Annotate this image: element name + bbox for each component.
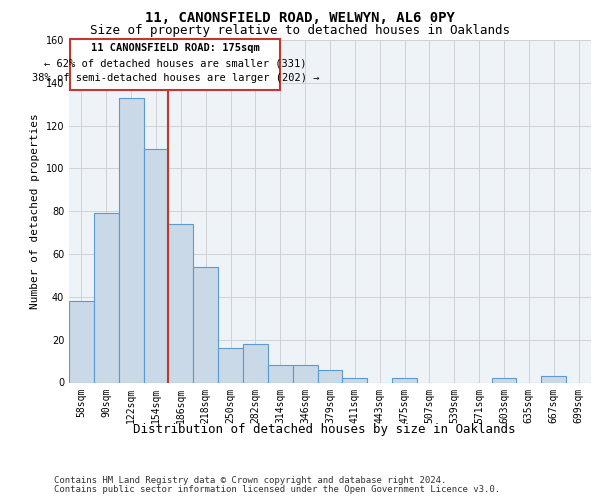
Bar [218, 348, 243, 382]
Bar [268, 366, 293, 382]
Y-axis label: Number of detached properties: Number of detached properties [30, 114, 40, 309]
Bar [541, 376, 566, 382]
Bar [143, 149, 169, 382]
Text: Contains HM Land Registry data © Crown copyright and database right 2024.: Contains HM Land Registry data © Crown c… [54, 476, 446, 485]
Text: Size of property relative to detached houses in Oaklands: Size of property relative to detached ho… [90, 24, 510, 37]
Bar [69, 301, 94, 382]
Text: 38% of semi-detached houses are larger (202) →: 38% of semi-detached houses are larger (… [32, 73, 319, 83]
Text: 11 CANONSFIELD ROAD: 175sqm: 11 CANONSFIELD ROAD: 175sqm [91, 43, 260, 53]
Bar [169, 224, 193, 382]
Bar [119, 98, 143, 382]
Text: Distribution of detached houses by size in Oaklands: Distribution of detached houses by size … [133, 422, 515, 436]
FancyBboxPatch shape [70, 39, 280, 90]
Text: 11, CANONSFIELD ROAD, WELWYN, AL6 0PY: 11, CANONSFIELD ROAD, WELWYN, AL6 0PY [145, 11, 455, 25]
Bar [243, 344, 268, 383]
Bar [94, 214, 119, 382]
Bar [343, 378, 367, 382]
Bar [293, 366, 317, 382]
Text: Contains public sector information licensed under the Open Government Licence v3: Contains public sector information licen… [54, 485, 500, 494]
Bar [392, 378, 417, 382]
Text: ← 62% of detached houses are smaller (331): ← 62% of detached houses are smaller (33… [44, 58, 307, 68]
Bar [317, 370, 343, 382]
Bar [491, 378, 517, 382]
Bar [193, 267, 218, 382]
